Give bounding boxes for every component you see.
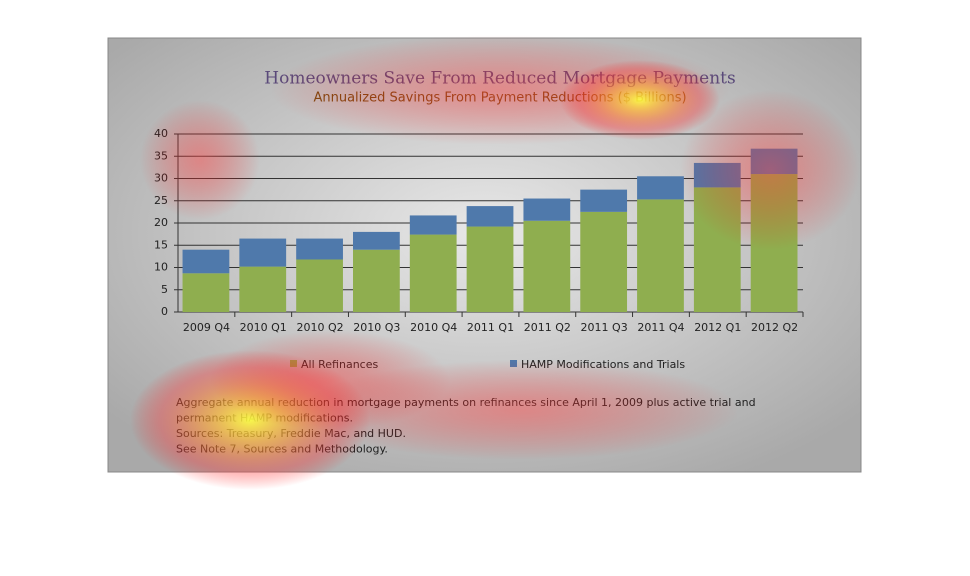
bar-segment	[637, 199, 684, 312]
bar-segment	[637, 176, 684, 200]
bar-segment	[296, 259, 343, 312]
legend-swatch	[290, 360, 297, 367]
y-tick-label: 30	[154, 172, 168, 185]
bar-segment	[466, 226, 514, 312]
y-tick-label: 35	[154, 149, 168, 162]
bar-segment	[182, 249, 230, 274]
legend-label: HAMP Modifications and Trials	[521, 358, 685, 371]
bar-segment	[239, 238, 287, 267]
bar-segment	[580, 189, 628, 212]
bar-segment	[693, 187, 741, 312]
legend-label: All Refinances	[301, 358, 378, 371]
x-tick-label: 2011 Q3	[581, 321, 628, 334]
bar-segment	[750, 148, 798, 175]
x-tick-label: 2010 Q4	[410, 321, 457, 334]
x-tick-label: 2010 Q1	[240, 321, 287, 334]
bar-segment	[750, 174, 798, 312]
note: See Note 7, Sources and Methodology.	[176, 443, 388, 456]
x-tick-label: 2011 Q4	[637, 321, 684, 334]
bar-segment	[693, 162, 741, 188]
y-tick-label: 0	[161, 305, 168, 318]
x-tick-label: 2011 Q2	[524, 321, 571, 334]
y-tick-label: 25	[154, 194, 168, 207]
bar-segment	[580, 211, 628, 312]
bar-segment	[466, 206, 514, 227]
y-tick-label: 10	[154, 261, 168, 274]
note: permanent HAMP modifications.	[176, 412, 353, 425]
x-tick-label: 2012 Q2	[751, 321, 798, 334]
chart-subtitle: Annualized Savings From Payment Reductio…	[313, 91, 686, 106]
bar-segment	[353, 231, 400, 250]
bar-segment	[353, 249, 400, 312]
x-tick-label: 2009 Q4	[183, 321, 230, 334]
bar-segment	[523, 220, 571, 312]
bar-segment	[409, 234, 457, 312]
legend-swatch	[510, 360, 517, 367]
bar-segment	[296, 238, 343, 260]
y-tick-label: 15	[154, 238, 168, 251]
bar-segment	[239, 266, 287, 312]
note: Sources: Treasury, Freddie Mac, and HUD.	[176, 427, 406, 440]
y-tick-label: 40	[154, 127, 168, 140]
bar-segment	[409, 215, 457, 235]
bar-segment	[182, 273, 230, 312]
bar-segment	[523, 198, 571, 221]
x-tick-label: 2012 Q1	[694, 321, 741, 334]
y-tick-label: 20	[154, 216, 168, 229]
note: Aggregate annual reduction in mortgage p…	[176, 396, 756, 409]
x-tick-label: 2010 Q2	[296, 321, 343, 334]
y-tick-label: 5	[161, 283, 168, 296]
chart-title: Homeowners Save From Reduced Mortgage Pa…	[264, 69, 735, 89]
x-tick-label: 2010 Q3	[353, 321, 400, 334]
x-tick-label: 2011 Q1	[467, 321, 514, 334]
